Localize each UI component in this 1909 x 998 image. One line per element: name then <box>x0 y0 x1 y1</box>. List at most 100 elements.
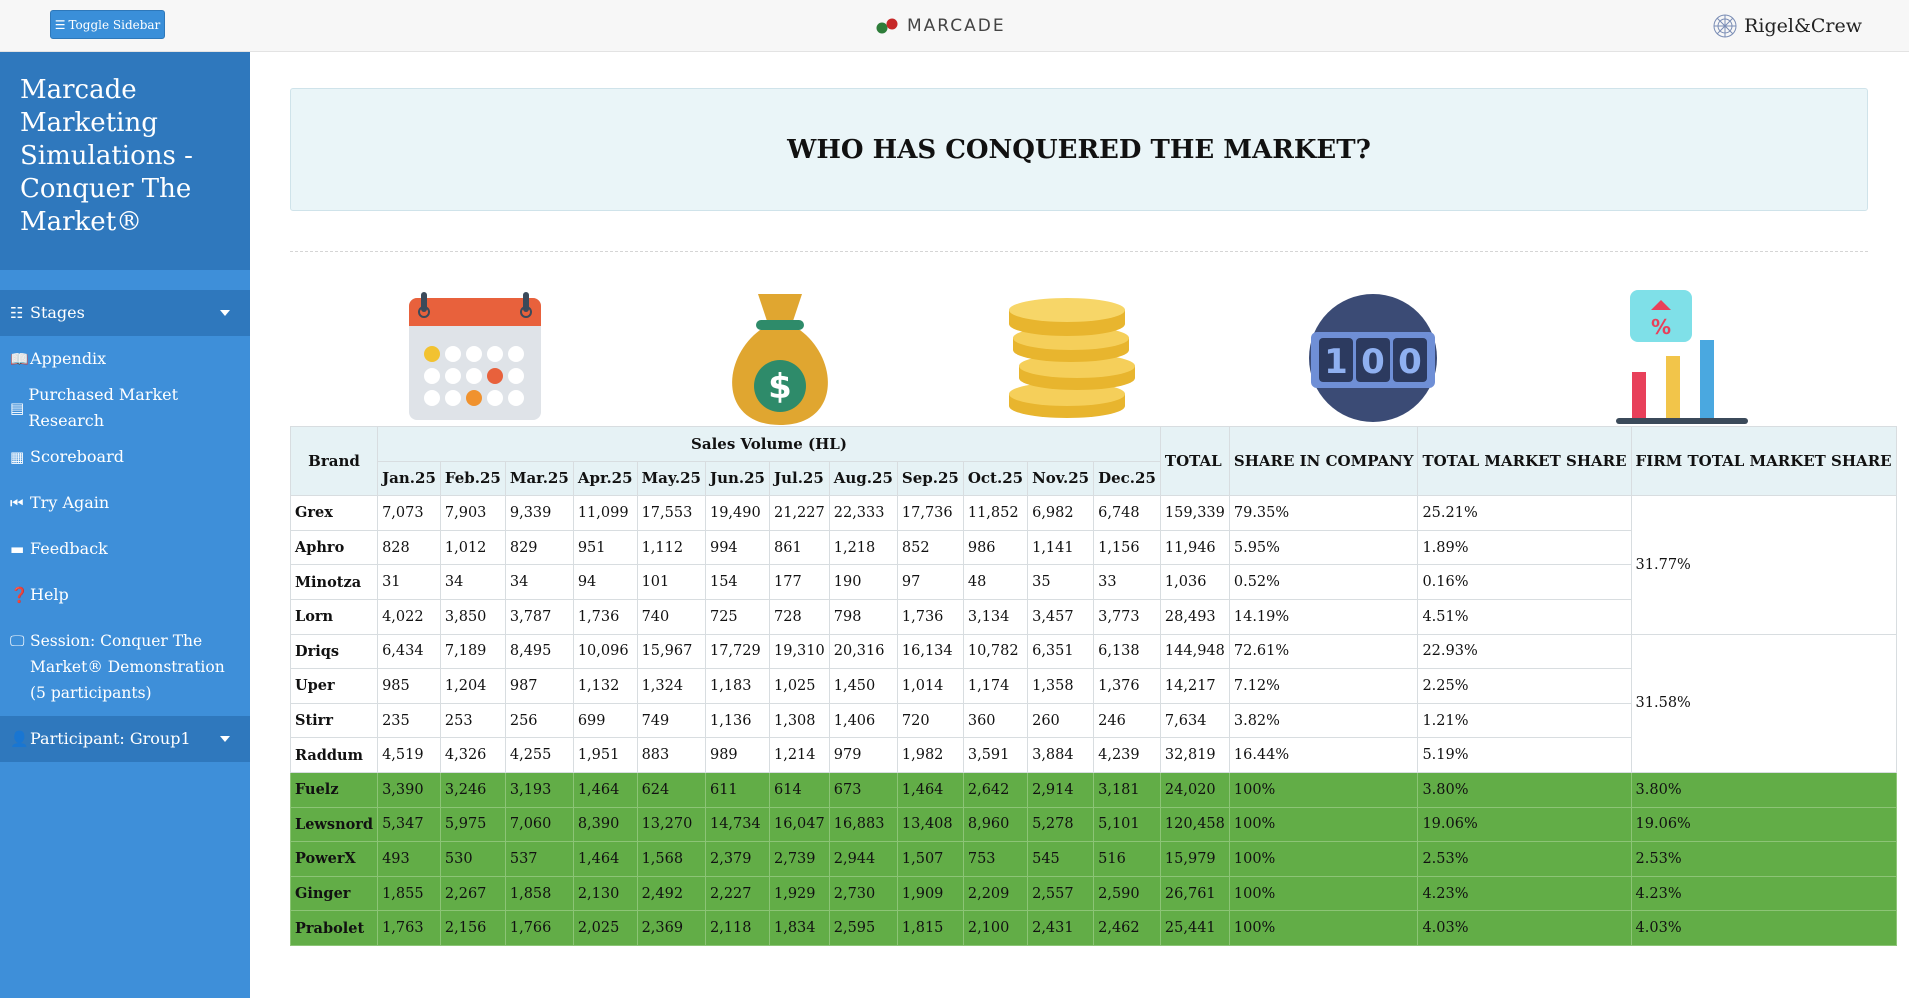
month-value-cell: 3,181 <box>1093 771 1161 808</box>
total-market-share-header: TOTAL MARKET SHARE <box>1417 425 1632 497</box>
month-value-cell: 4,519 <box>377 737 441 773</box>
sidebar-item-label: Participant: Group1 <box>30 729 191 748</box>
month-value-cell: 537 <box>504 841 574 877</box>
bar-chart-percent-icon: % <box>1616 290 1748 424</box>
sidebar-item-label: Stages <box>30 303 85 322</box>
share-in-company-cell: 0.52% <box>1228 564 1419 600</box>
month-value-cell: 2,227 <box>704 875 771 912</box>
month-value-cell: 1,218 <box>828 529 898 566</box>
rigel-crew-logo-icon <box>1713 14 1737 38</box>
table-row: Lorn 4,022 3,850 3,787 1,736 740 725 728 798 1,73… <box>289 598 1897 635</box>
month-header: May.25 <box>636 460 706 497</box>
month-value-cell: 989 <box>704 737 771 773</box>
month-value-cell: 1,568 <box>636 841 706 877</box>
brand-cell: Uper <box>289 668 379 704</box>
svg-text:1: 1 <box>1324 342 1348 382</box>
month-value-cell: 6,434 <box>377 633 441 670</box>
month-value-cell: 987 <box>504 668 574 704</box>
month-value-cell: 2,462 <box>1093 910 1161 946</box>
month-value-cell: 3,773 <box>1093 598 1161 635</box>
month-value-cell: 1,025 <box>769 668 830 704</box>
month-value-cell: 3,850 <box>439 598 506 635</box>
month-value-cell: 728 <box>769 598 830 635</box>
svg-text:%: % <box>1651 315 1671 339</box>
month-value-cell: 17,729 <box>704 633 771 670</box>
month-value-cell: 611 <box>704 771 771 808</box>
month-value-cell: 13,270 <box>636 806 706 843</box>
total-cell: 28,493 <box>1159 598 1230 635</box>
sidebar-item-try-again[interactable]: ⏮ Try Again <box>0 480 250 526</box>
sidebar-item-scoreboard[interactable]: ▦ Scoreboard <box>0 434 250 480</box>
book-icon: 📖 <box>10 350 29 368</box>
month-value-cell: 2,209 <box>962 875 1029 912</box>
sidebar-item-label: Purchased Market Research <box>28 385 179 430</box>
month-value-cell: 673 <box>828 771 898 808</box>
share-in-company-cell: 3.82% <box>1228 702 1419 739</box>
month-value-cell: 1,214 <box>769 737 830 773</box>
month-value-cell: 6,138 <box>1093 633 1161 670</box>
brand-cell: Driqs <box>289 633 379 670</box>
month-value-cell: 4,326 <box>439 737 506 773</box>
toggle-sidebar-button[interactable]: ☰ Toggle Sidebar <box>50 10 165 39</box>
month-value-cell: 2,100 <box>962 910 1029 946</box>
table-row: Driqs 6,434 7,189 8,495 10,096 15,967 17,729 19… <box>289 633 1897 773</box>
sidebar-item-session[interactable]: 🖵 Session: Conquer The Market® Demonstra… <box>0 618 250 716</box>
sidebar-item-stages[interactable]: ☷ Stages <box>0 290 250 336</box>
month-value-cell: 699 <box>572 702 638 739</box>
sidebar-spacer <box>0 270 250 290</box>
sidebar-item-help[interactable]: ❓ Help <box>0 572 250 618</box>
sidebar-item-label: Appendix <box>30 349 107 368</box>
month-value-cell: 7,060 <box>504 806 574 843</box>
month-value-cell: 10,782 <box>962 633 1029 670</box>
sidebar-item-participant[interactable]: 👤 Participant: Group1 <box>0 716 250 762</box>
total-market-share-cell: 4.51% <box>1417 598 1632 635</box>
month-value-cell: 8,960 <box>962 806 1029 843</box>
sidebar-item-label: Scoreboard <box>30 447 124 466</box>
month-value-cell: 3,193 <box>504 771 574 808</box>
month-value-cell: 2,595 <box>828 910 898 946</box>
sidebar: Marcade Marketing Simulations - Conquer … <box>0 52 250 998</box>
month-value-cell: 2,739 <box>769 841 830 877</box>
month-value-cell: 861 <box>769 529 830 566</box>
firm-total-market-share-cell: 19.06% <box>1630 806 1897 843</box>
month-value-cell: 2,590 <box>1093 875 1161 912</box>
month-value-cell: 3,457 <box>1027 598 1095 635</box>
svg-text:0: 0 <box>1398 342 1422 382</box>
month-value-cell: 1,766 <box>504 910 574 946</box>
month-value-cell: 2,730 <box>828 875 898 912</box>
month-value-cell: 22,333 <box>828 495 898 531</box>
total-cell: 120,458 <box>1159 806 1230 843</box>
svg-text:$: $ <box>768 367 792 407</box>
month-value-cell: 8,390 <box>572 806 638 843</box>
month-value-cell: 1,014 <box>896 668 964 704</box>
month-value-cell: 33 <box>1093 564 1161 600</box>
total-market-share-cell: 1.89% <box>1417 529 1632 566</box>
brand-cell: PowerX <box>289 841 379 877</box>
sidebar-item-feedback[interactable]: ▬ Feedback <box>0 526 250 572</box>
month-value-cell: 1,736 <box>896 598 964 635</box>
month-value-cell: 1,815 <box>896 910 964 946</box>
brand-cell: Ginger <box>289 875 379 912</box>
month-value-cell: 1,141 <box>1027 529 1095 566</box>
month-value-cell: 35 <box>1027 564 1095 600</box>
sidebar-item-appendix[interactable]: 📖 Appendix <box>0 336 250 382</box>
table-row: Fuelz 3,390 3,246 3,193 1,464 624 611 614 673 1,4… <box>289 771 1897 808</box>
month-value-cell: 753 <box>962 841 1029 877</box>
sidebar-item-market-research[interactable]: ▤ Purchased Market Research <box>0 382 250 434</box>
total-market-share-cell: 25.21% <box>1417 495 1632 531</box>
month-value-cell: 1,183 <box>704 668 771 704</box>
month-value-cell: 2,431 <box>1027 910 1095 946</box>
month-header: Jul.25 <box>769 460 830 497</box>
month-value-cell: 1,507 <box>896 841 964 877</box>
month-value-cell: 624 <box>636 771 706 808</box>
month-value-cell: 1,951 <box>572 737 638 773</box>
calendar-icon <box>409 292 541 420</box>
month-value-cell: 1,858 <box>504 875 574 912</box>
month-header: Dec.25 <box>1093 460 1161 497</box>
total-cell: 26,761 <box>1159 875 1230 912</box>
month-value-cell: 545 <box>1027 841 1095 877</box>
page-title: WHO HAS CONQUERED THE MARKET? <box>787 134 1371 165</box>
money-bag-icon: $ <box>732 294 828 425</box>
month-value-cell: 101 <box>636 564 706 600</box>
